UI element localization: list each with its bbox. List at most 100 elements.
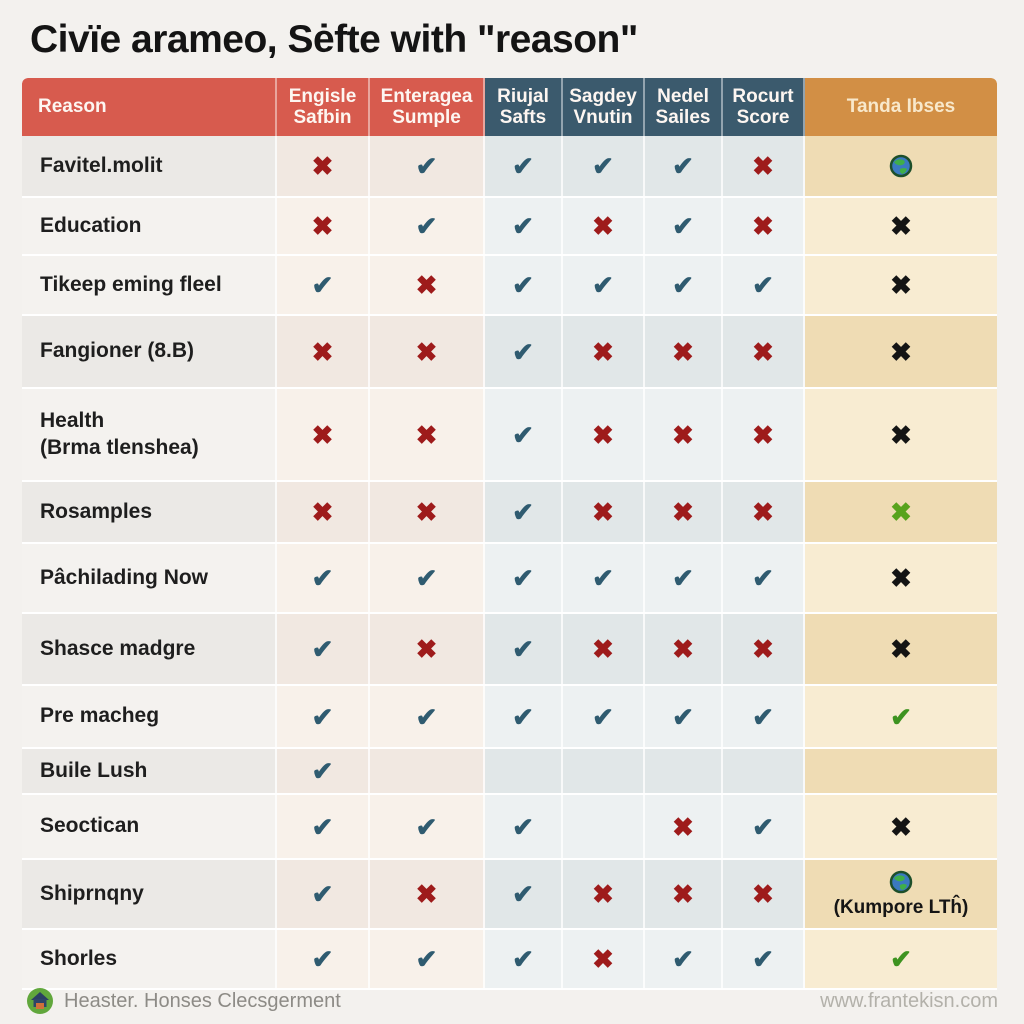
check-icon: ✔ (512, 879, 534, 909)
table-cell: (Kumpore LTĥ) (805, 860, 997, 928)
table-cell: ✖ (645, 482, 723, 542)
table-cell: ✖ (805, 544, 997, 612)
comparison-table: Reason Engisle Safbin Enteragea Sumple Riuj… (22, 78, 997, 990)
check-icon: ✔ (415, 701, 438, 732)
cross-icon: ✖ (752, 336, 774, 367)
globe-icon (888, 153, 914, 179)
cross-icon: ✖ (672, 497, 694, 527)
table-cell: ✔ (805, 930, 997, 988)
table-cell: ✔ (645, 686, 723, 747)
table-cell: ✖ (563, 614, 645, 684)
table-cell: ✖ (277, 136, 370, 196)
footer-brand: Heaster. Honses Clecsgerment (26, 987, 341, 1015)
table-cell: ✖ (370, 614, 485, 684)
cross-icon: ✖ (311, 497, 334, 527)
table-cell: ✔ (277, 749, 370, 793)
column-header-4: Sagdey Vnutin (563, 78, 645, 136)
table-cell: ✖ (370, 389, 485, 480)
table-cell (563, 795, 645, 858)
cross-icon: ✖ (311, 211, 334, 241)
black-cross-icon: ✖ (890, 211, 912, 241)
footer-caption: Heaster. Honses Clecsgerment (64, 989, 341, 1012)
table-cell: ✖ (805, 256, 997, 314)
footer: Heaster. Honses Clecsgerment www.frantek… (0, 982, 1024, 1024)
table-cell (805, 749, 997, 793)
cross-icon: ✖ (592, 879, 614, 909)
cross-icon: ✖ (415, 419, 438, 450)
table-cell: ✔ (277, 256, 370, 314)
check-icon: ✔ (752, 563, 774, 593)
check-icon: ✔ (512, 270, 534, 300)
row-label: Education (22, 198, 277, 254)
check-icon: ✔ (311, 879, 334, 909)
table-cell: ✔ (485, 136, 563, 196)
check-icon: ✔ (512, 419, 534, 450)
table-cell: ✔ (277, 614, 370, 684)
cross-icon: ✖ (672, 811, 694, 842)
black-cross-icon: ✖ (890, 634, 912, 664)
check-icon: ✔ (592, 151, 614, 181)
column-header-reason: Reason (22, 78, 277, 136)
check-icon: ✔ (752, 944, 774, 974)
cross-icon: ✖ (752, 879, 774, 909)
row-label: Favitel.molit (22, 136, 277, 196)
table-cell: ✔ (645, 136, 723, 196)
check-icon: ✔ (672, 701, 694, 732)
table-cell: ✔ (370, 795, 485, 858)
table-cell: ✔ (370, 544, 485, 612)
table-cell: ✔ (485, 316, 563, 387)
table-cell: ✖ (805, 795, 997, 858)
table-cell: ✔ (723, 256, 805, 314)
table-cell: ✖ (277, 198, 370, 254)
table-cell: ✖ (723, 316, 805, 387)
table-cell: ✔ (485, 482, 563, 542)
table-cell: ✔ (485, 614, 563, 684)
check-icon: ✔ (311, 756, 334, 786)
cross-icon: ✖ (672, 634, 694, 664)
check-icon: ✔ (592, 701, 614, 732)
check-icon: ✔ (415, 811, 438, 842)
check-icon: ✔ (415, 563, 438, 593)
table-row: Rosamples ✖ ✖ ✔ ✖ ✖ ✖ ✖ (22, 482, 997, 544)
cross-icon: ✖ (672, 879, 694, 909)
table-cell: ✔ (723, 686, 805, 747)
green-check-icon: ✔ (890, 701, 912, 732)
cross-icon: ✖ (752, 151, 774, 181)
check-icon: ✔ (512, 811, 534, 842)
table-row: Shiprnqny ✔ ✖ ✔ ✖ ✖ ✖ (Kumpore LTĥ) (22, 860, 997, 930)
cross-icon: ✖ (415, 497, 438, 527)
table-cell: ✖ (563, 930, 645, 988)
table-cell: ✔ (277, 860, 370, 928)
cross-icon: ✖ (415, 634, 438, 664)
table-cell: ✔ (485, 389, 563, 480)
cross-icon: ✖ (592, 419, 614, 450)
table-cell: ✔ (277, 795, 370, 858)
table-cell (723, 749, 805, 793)
check-icon: ✔ (415, 944, 438, 974)
check-icon: ✔ (415, 211, 438, 241)
table-cell: ✖ (563, 198, 645, 254)
table-cell: ✖ (723, 389, 805, 480)
row-label: Tikeep eming fleel (22, 256, 277, 314)
row-label: Shiprnqny (22, 860, 277, 928)
cross-icon: ✖ (311, 336, 334, 367)
table-row: Pre macheg ✔ ✔ ✔ ✔ ✔ ✔ ✔ (22, 686, 997, 749)
table-row: Seoctican ✔ ✔ ✔ ✖ ✔ ✖ (22, 795, 997, 860)
table-body: Favitel.molit ✖ ✔ ✔ ✔ ✔ ✖ Education ✖ ✔ ✔ ✖ ✔ ✖ ✖ Tikee… (22, 136, 997, 990)
table-cell: ✖ (645, 614, 723, 684)
table-cell: ✖ (723, 860, 805, 928)
cross-icon: ✖ (592, 211, 614, 241)
row-label: Rosamples (22, 482, 277, 542)
check-icon: ✔ (672, 211, 694, 241)
table-cell: ✖ (805, 316, 997, 387)
table-cell: ✔ (370, 198, 485, 254)
table-cell: ✖ (370, 482, 485, 542)
check-icon: ✔ (311, 701, 334, 732)
table-cell: ✖ (563, 482, 645, 542)
column-header-6: Rocurt Score (723, 78, 805, 136)
cross-icon: ✖ (752, 497, 774, 527)
table-row: Shasce madgre ✔ ✖ ✔ ✖ ✖ ✖ ✖ (22, 614, 997, 686)
column-header-3: Riujal Safts (485, 78, 563, 136)
green-cross-icon: ✖ (890, 497, 912, 527)
check-icon: ✔ (415, 151, 438, 181)
